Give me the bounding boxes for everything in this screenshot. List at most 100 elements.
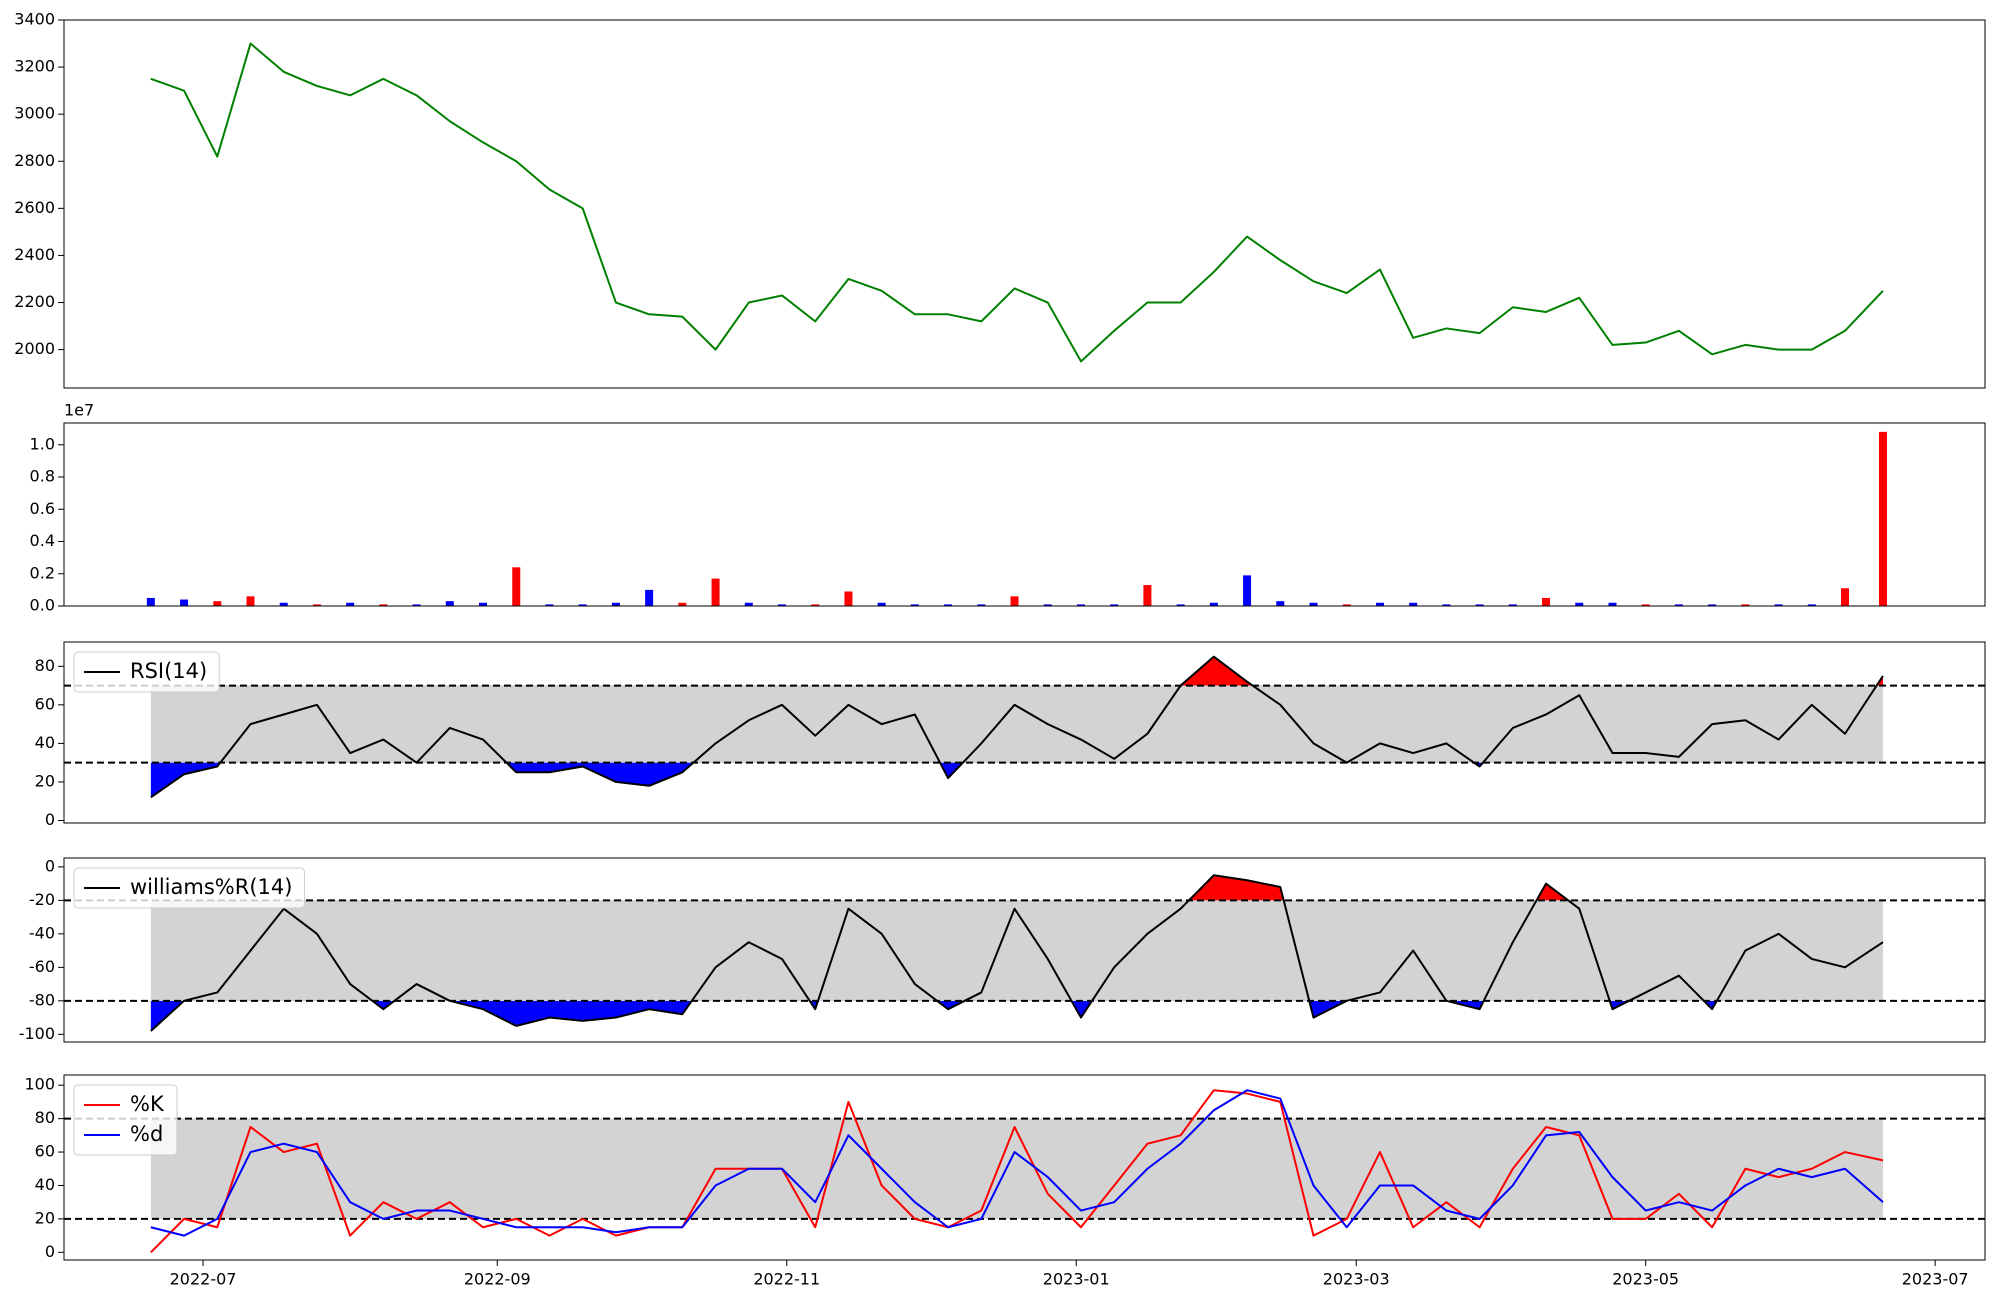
volume-bar: [1043, 604, 1052, 606]
volume-bar: [1774, 604, 1783, 606]
band: [150, 1118, 1883, 1219]
volume-bar: [346, 602, 355, 606]
y-tick-label: 2600: [14, 198, 55, 217]
x-tick-label: 2023-05: [1612, 1270, 1679, 1289]
volume-bar: [379, 604, 388, 606]
volume-bar: [877, 602, 886, 606]
y-tick-label: 60: [35, 694, 55, 713]
y-tick-label: 20: [35, 1208, 55, 1227]
volume-bar: [246, 596, 255, 606]
y-tick-label: 0.2: [30, 563, 55, 582]
volume-bar: [578, 604, 587, 606]
volume-bar: [412, 604, 421, 606]
plot-frame: [63, 19, 1986, 389]
x-tick-label: 2023-01: [1043, 1270, 1110, 1289]
y-tick-label: 3200: [14, 57, 55, 76]
volume-bar: [146, 597, 155, 606]
volume-bar: [1708, 604, 1717, 606]
y-tick-label: 0.6: [30, 499, 55, 518]
plot-frame: [63, 641, 1986, 824]
y-tick-label: -60: [29, 957, 55, 976]
volume-bar: [611, 602, 620, 606]
y-tick-label: -20: [29, 890, 55, 909]
y-tick-label: 100: [24, 1075, 55, 1094]
series-line: [150, 42, 1884, 363]
volume-bar: [1409, 602, 1418, 606]
x-tick-label: 2022-11: [753, 1270, 820, 1289]
oversold-fill: [150, 1000, 1717, 1031]
plot-frame: [63, 1074, 1986, 1261]
volume-bar: [711, 578, 720, 606]
y-tick-label: 2000: [14, 339, 55, 358]
x-tick-label: 2023-07: [1902, 1270, 1969, 1289]
legend-box: [73, 651, 220, 693]
volume-bar: [1176, 604, 1185, 606]
volume-bar: [1807, 604, 1816, 606]
series-line: [150, 1089, 1884, 1254]
legend-label: RSI(14): [130, 659, 207, 683]
legend-label: williams%R(14): [130, 875, 292, 899]
volume-bar: [1741, 604, 1750, 606]
volume-bar: [445, 601, 454, 606]
y-tick-label: 0.8: [30, 467, 55, 486]
series-line: [150, 874, 1884, 1032]
volume-bar: [1575, 602, 1584, 606]
y-tick-label: 60: [35, 1142, 55, 1161]
volume-bar: [1243, 575, 1252, 606]
y-tick-label: 20: [35, 771, 55, 790]
series-line: [150, 1089, 1884, 1237]
volume-bar: [479, 602, 488, 606]
volume-bar: [844, 591, 853, 606]
volume-bar: [645, 589, 654, 606]
volume-bar: [977, 604, 986, 606]
legend-box: [73, 867, 305, 909]
volume-bar: [1276, 601, 1285, 606]
volume-bar: [180, 599, 189, 606]
volume-bar: [279, 602, 288, 606]
x-tick-label: 2023-03: [1323, 1270, 1390, 1289]
y-tick-label: 0: [45, 810, 55, 829]
volume-bar: [678, 602, 687, 606]
volume-bar: [1641, 604, 1650, 606]
volume-bar: [1342, 604, 1351, 606]
y-tick-label: 2400: [14, 245, 55, 264]
volume-bar: [1841, 588, 1850, 606]
plot-frame: [63, 422, 1986, 607]
offset-label: 1e7: [64, 401, 94, 420]
y-tick-label: 3400: [14, 10, 55, 29]
legend-box: [73, 1084, 178, 1156]
volume-bar: [1542, 597, 1551, 606]
volume-bar: [811, 604, 820, 606]
x-tick-label: 2022-07: [170, 1270, 237, 1289]
series-line: [150, 655, 1884, 799]
volume-bar: [1143, 585, 1152, 606]
y-tick-label: 80: [35, 1108, 55, 1127]
legend-label: %K: [130, 1092, 165, 1116]
volume-bar: [512, 567, 521, 606]
volume-bar: [1674, 604, 1683, 606]
y-tick-label: 0: [45, 1242, 55, 1261]
y-tick-label: -80: [29, 990, 55, 1009]
volume-bar: [910, 604, 919, 606]
y-tick-label: 0.0: [30, 596, 55, 615]
x-tick-label: 2022-09: [464, 1270, 531, 1289]
plot-frame: [63, 857, 1986, 1043]
volume-bar: [1110, 604, 1119, 606]
volume-bar: [778, 604, 787, 606]
volume-bar: [1508, 604, 1517, 606]
volume-bar: [1209, 602, 1218, 606]
y-tick-label: 2800: [14, 151, 55, 170]
volume-bar: [1010, 596, 1019, 606]
volume-bar: [944, 604, 953, 606]
y-tick-label: 0.4: [30, 531, 55, 550]
volume-bar: [1076, 604, 1085, 606]
volume-bar: [1608, 602, 1617, 606]
y-tick-label: -40: [29, 923, 55, 942]
y-tick-label: 0: [45, 856, 55, 875]
volume-bar: [312, 604, 321, 606]
volume-bar: [1375, 602, 1384, 606]
volume-bar: [1475, 604, 1484, 606]
y-tick-label: 3000: [14, 104, 55, 123]
band: [150, 900, 1883, 1001]
